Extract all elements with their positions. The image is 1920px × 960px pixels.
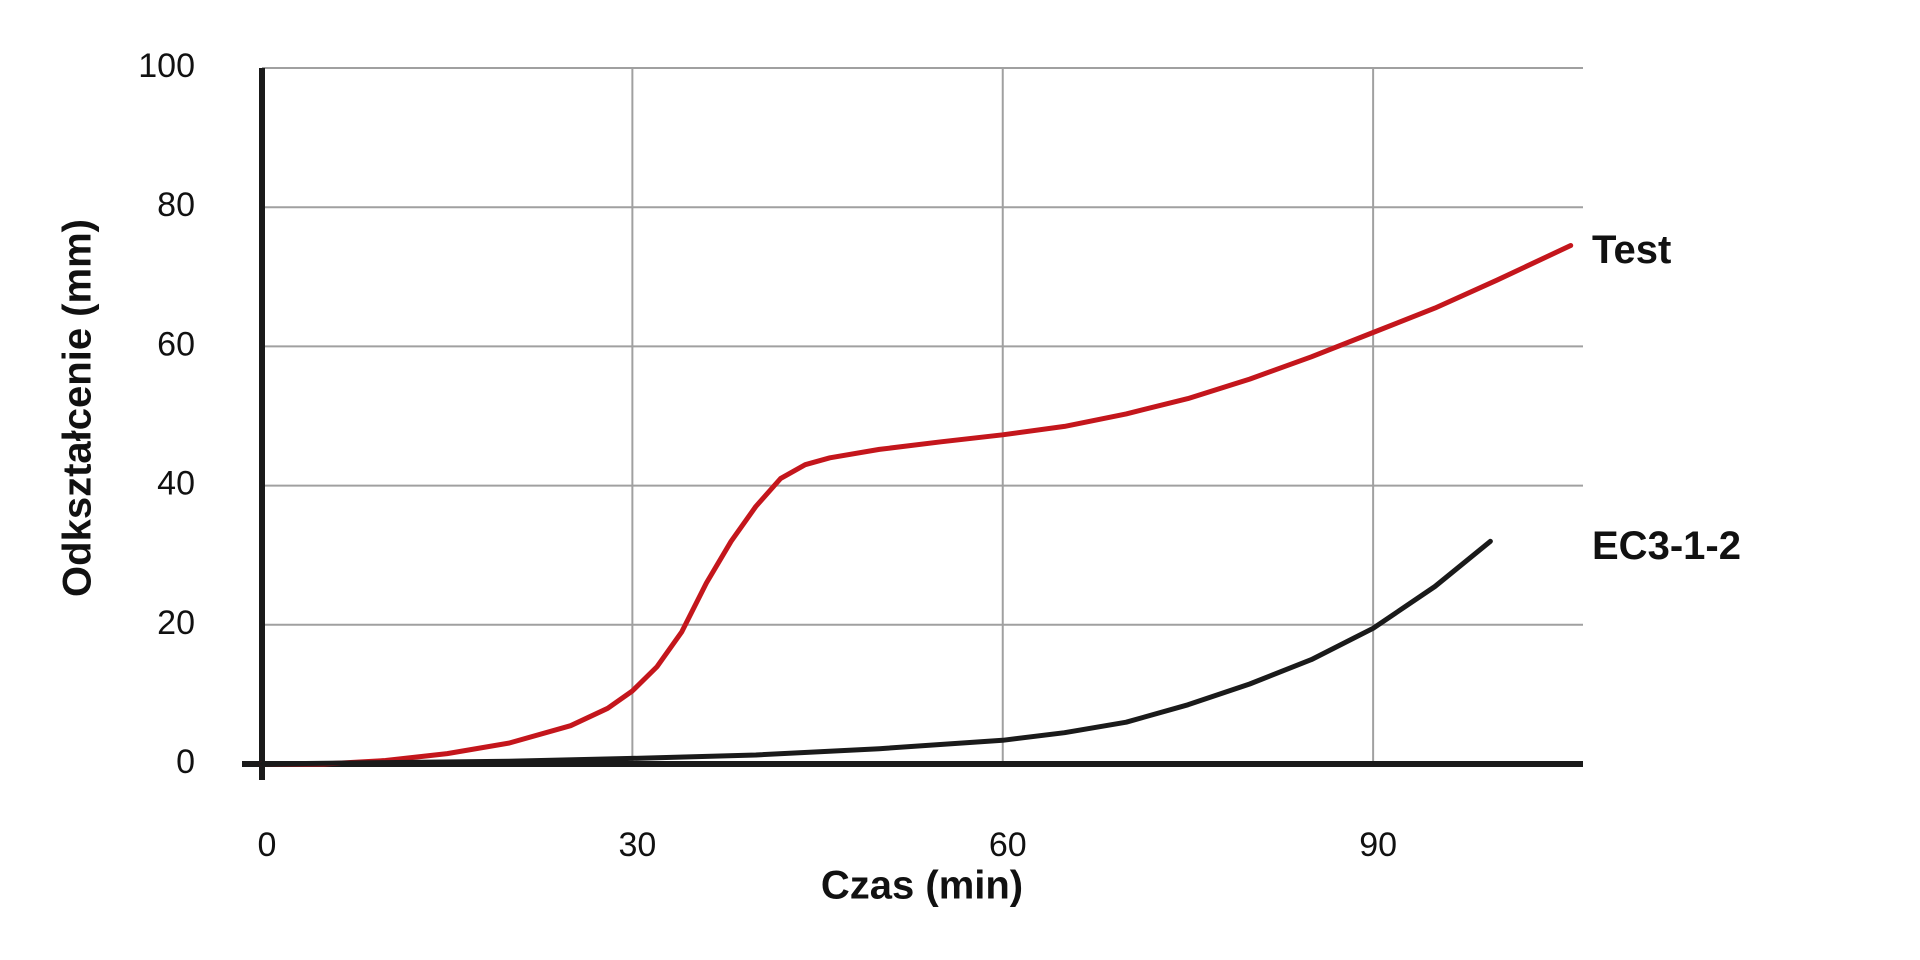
y-tick-label: 80 [157, 186, 195, 224]
x-axis-title: Czas (min) [821, 864, 1023, 908]
x-tick-label: 60 [989, 826, 1027, 864]
y-tick-label: 0 [176, 743, 195, 781]
series-label: Test [1592, 228, 1671, 272]
x-tick-label: 90 [1359, 826, 1397, 864]
y-axis-title: Odkształcenie (mm) [56, 219, 100, 597]
data-line [259, 243, 1574, 767]
y-tick-label: 100 [138, 47, 195, 85]
y-tick-label: 20 [157, 604, 195, 642]
data-line [259, 538, 1493, 767]
series-label: EC3-1-2 [1592, 524, 1741, 568]
y-tick-label: 60 [157, 325, 195, 363]
x-tick-label: 0 [258, 826, 277, 864]
y-tick-label: 40 [157, 465, 195, 503]
x-tick-label: 30 [618, 826, 656, 864]
